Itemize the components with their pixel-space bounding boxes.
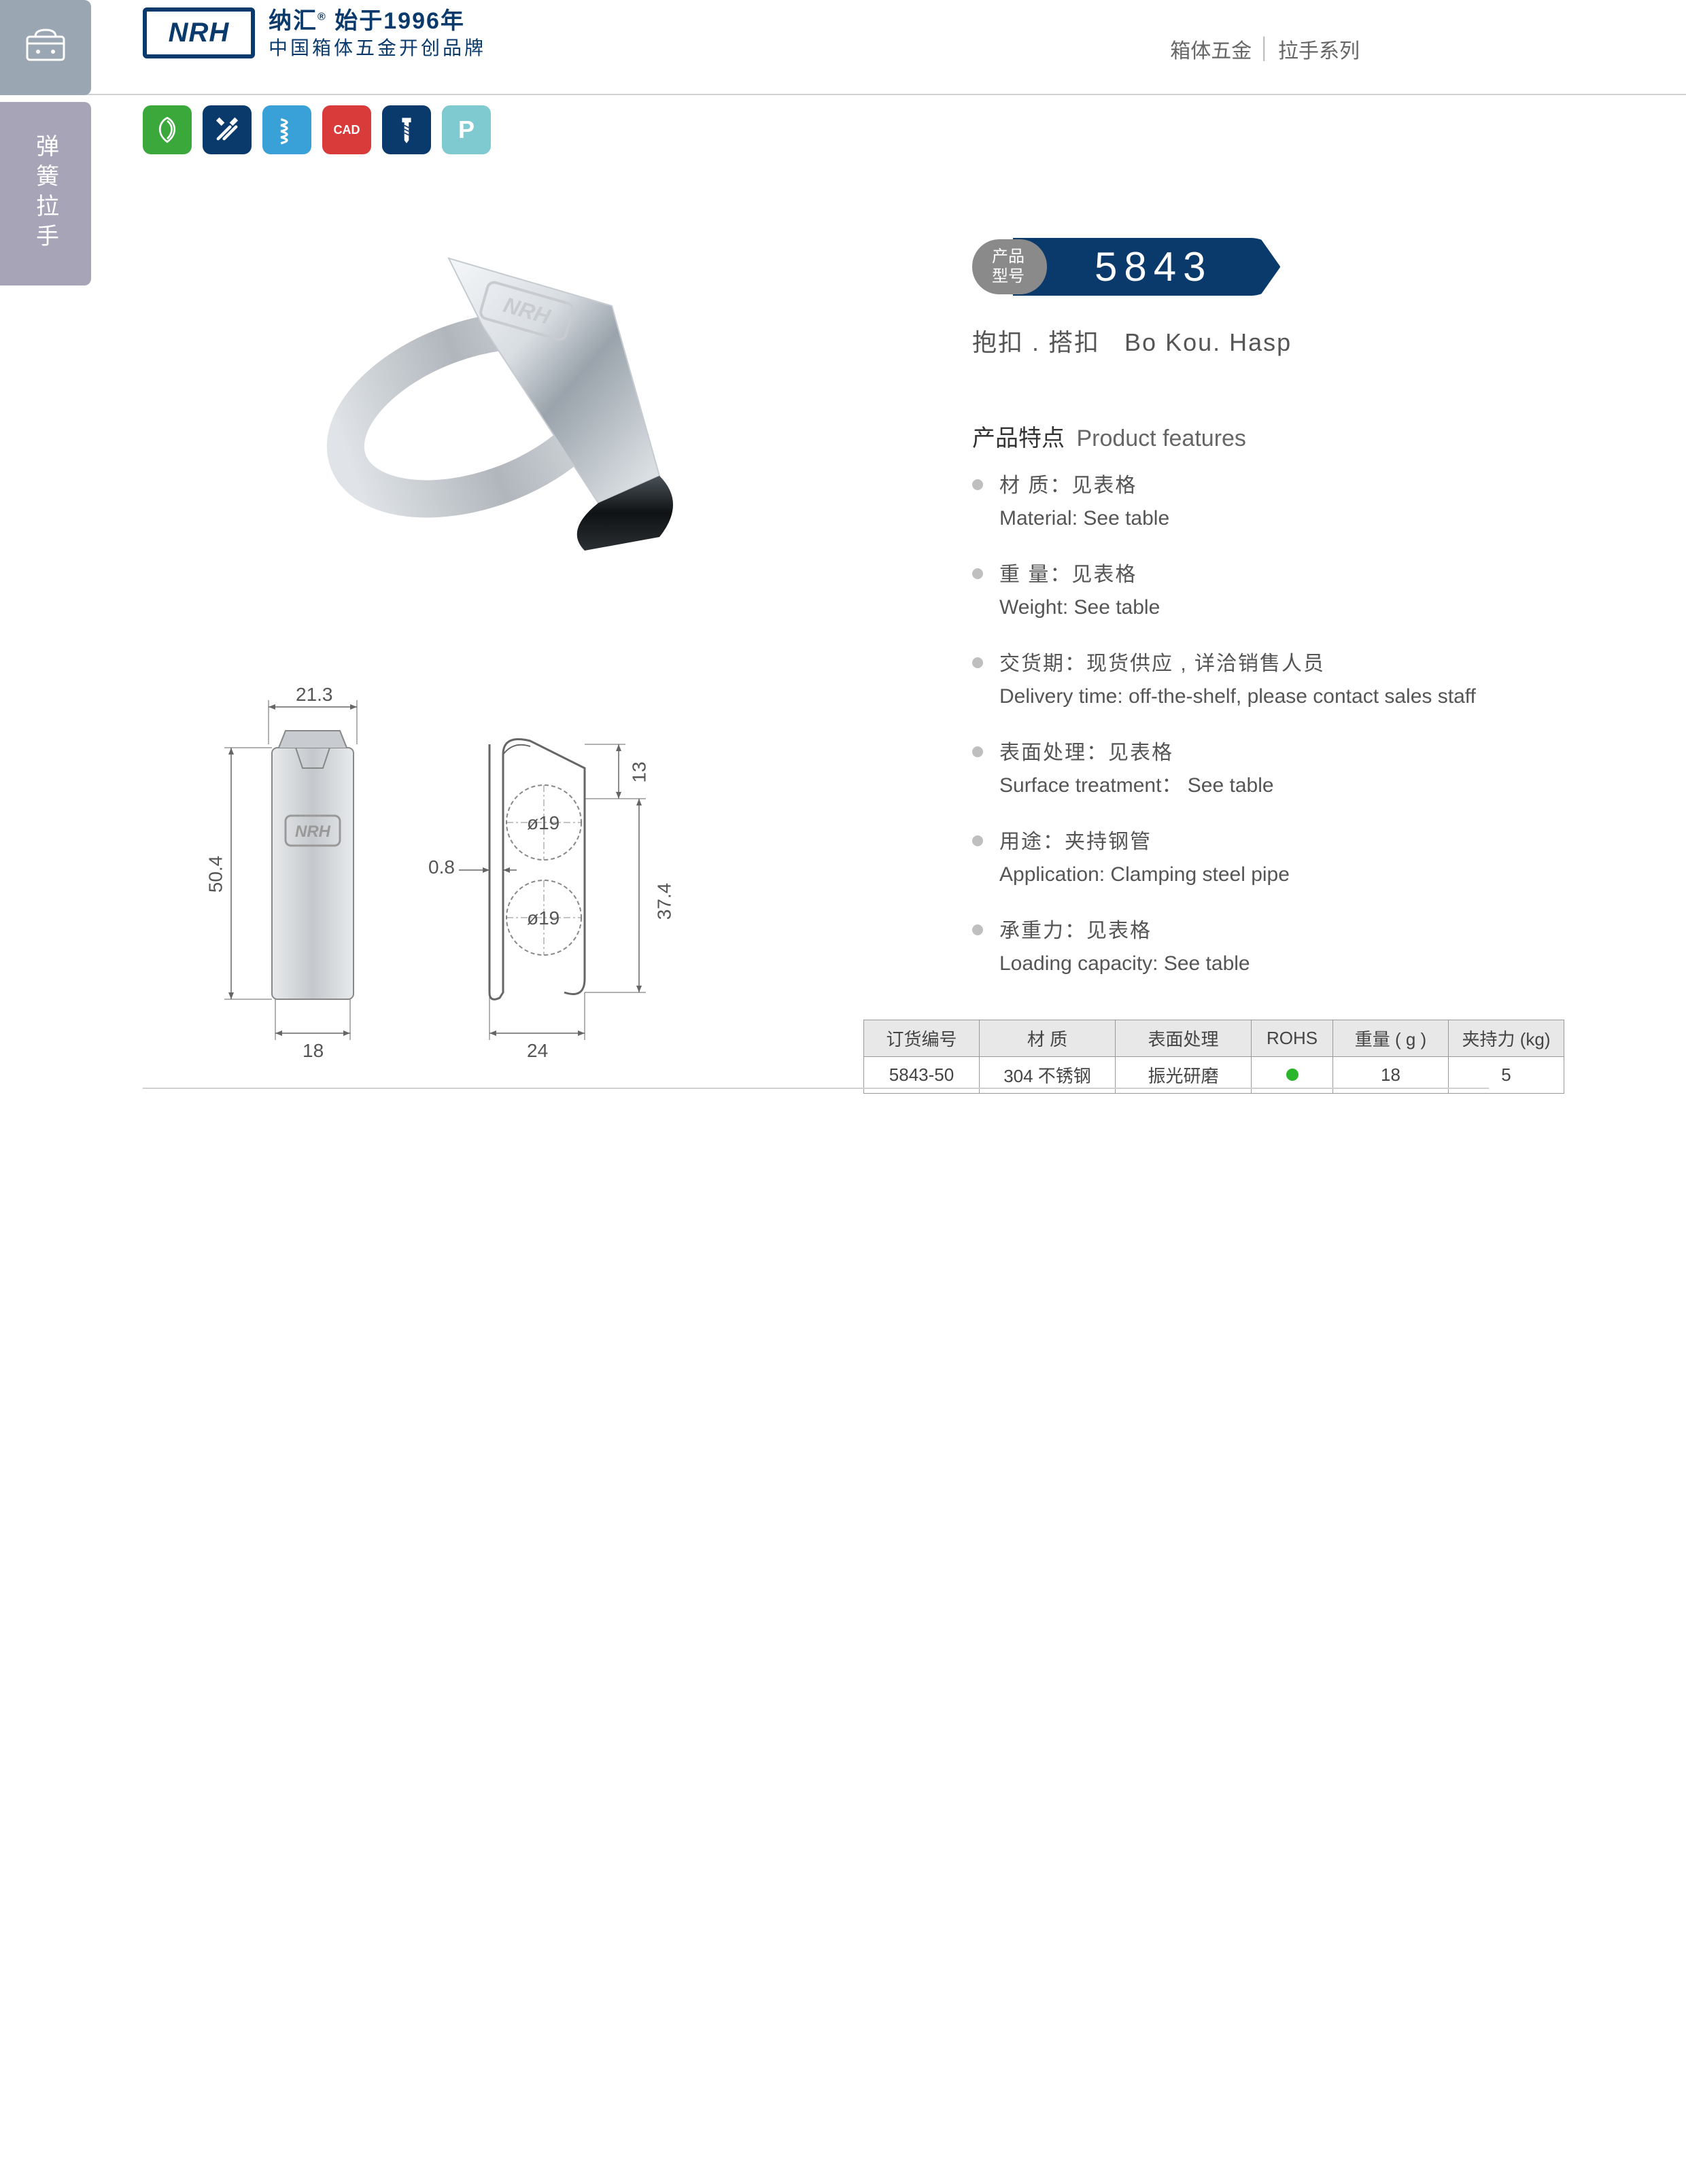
product-name-cn: 抱扣 . 搭扣: [972, 328, 1100, 356]
dim-left-height: 50.4: [205, 856, 226, 893]
feature-list: 材 质：见表格Material: See table 重 量：见表格Weight:…: [972, 470, 1516, 980]
feature-cn: 交货期：现货供应 , 详洽销售人员: [999, 648, 1516, 680]
feature-en: Loading capacity: See table: [999, 948, 1516, 980]
brand-name-cn: 纳汇: [269, 8, 317, 34]
table-header-cell: ROHS: [1252, 1020, 1333, 1057]
dim-dia2: ø19: [527, 907, 560, 929]
dim-bottom-left: 18: [303, 1040, 324, 1062]
table-header-cell: 材 质: [980, 1020, 1116, 1057]
dim-thickness: 0.8: [428, 856, 455, 878]
dim-right-top: 13: [629, 761, 651, 782]
technical-drawing: NRH: [204, 680, 680, 1088]
side-tab-label: 弹簧拉手: [0, 102, 91, 285]
feature-cn: 材 质：见表格: [999, 470, 1516, 502]
feature-en: Material: See table: [999, 502, 1516, 535]
feature-icon-row: CAD P: [143, 105, 491, 154]
category-main: 箱体五金: [1170, 34, 1252, 64]
model-label-line1: 产品: [992, 247, 1025, 266]
dim-right-full: 37.4: [653, 883, 675, 920]
product-render: NRH: [279, 218, 755, 598]
p-icon: P: [442, 105, 491, 154]
feature-en: Application: Clamping steel pipe: [999, 859, 1516, 891]
model-label: 产品 型号: [972, 239, 1047, 295]
feature-item: 重 量：见表格Weight: See table: [972, 559, 1516, 624]
custom-icon: [203, 105, 252, 154]
table-header-cell: 重量 ( g ): [1333, 1020, 1449, 1057]
dim-top-width: 21.3: [296, 684, 333, 706]
feature-cn: 表面处理：见表格: [999, 737, 1516, 769]
feature-item: 承重力：见表格Loading capacity: See table: [972, 915, 1516, 980]
table-header-cell: 订货编号: [864, 1020, 980, 1057]
dim-bottom-right: 24: [527, 1040, 548, 1062]
info-panel: 产品 型号 5843 抱扣 . 搭扣 Bo Kou. Hasp 产品特点 Pro…: [972, 238, 1516, 1004]
model-label-line2: 型号: [992, 267, 1025, 285]
bottom-divider: [143, 1088, 1489, 1089]
feature-en: Weight: See table: [999, 591, 1516, 624]
brand-slogan: 中国箱体五金开创品牌: [269, 36, 486, 60]
eco-icon: [143, 105, 192, 154]
model-badges: 产品 型号 5843: [972, 238, 1516, 296]
table-header-cell: 夹持力 (kg): [1449, 1020, 1564, 1057]
svg-text:NRH: NRH: [295, 822, 331, 841]
features-title: 产品特点 Product features: [972, 419, 1516, 453]
logo-text: 纳汇® 始于1996年 中国箱体五金开创品牌: [269, 7, 486, 60]
feature-item: 表面处理：见表格Surface treatment： See table: [972, 737, 1516, 802]
feature-en: Surface treatment： See table: [999, 769, 1516, 802]
category-sub: 拉手系列: [1278, 34, 1360, 64]
feature-cn: 承重力：见表格: [999, 915, 1516, 948]
rohs-dot-icon: [1286, 1069, 1298, 1081]
screw-icon: [382, 105, 431, 154]
table-header-row: 订货编号材 质表面处理ROHS重量 ( g )夹持力 (kg): [864, 1020, 1564, 1057]
brand-year: 始于1996年: [334, 8, 465, 34]
cad-icon: CAD: [322, 105, 371, 154]
spring-icon: [262, 105, 311, 154]
dim-dia1: ø19: [527, 812, 560, 834]
breadcrumb: 箱体五金 │ 拉手系列: [1170, 34, 1360, 64]
product-name: 抱扣 . 搭扣 Bo Kou. Hasp: [972, 323, 1516, 358]
feature-item: 交货期：现货供应 , 详洽销售人员Delivery time: off-the-…: [972, 648, 1516, 713]
feature-cn: 用途：夹持钢管: [999, 826, 1516, 859]
features-title-cn: 产品特点: [972, 426, 1065, 451]
spec-table: 订货编号材 质表面处理ROHS重量 ( g )夹持力 (kg)5843-5030…: [863, 1020, 1564, 1094]
box-icon: [22, 24, 69, 71]
table-header-cell: 表面处理: [1116, 1020, 1252, 1057]
page-header: NRH 纳汇® 始于1996年 中国箱体五金开创品牌 箱体五金 │ 拉手系列: [0, 0, 1686, 95]
registered-mark: ®: [317, 12, 327, 23]
logo-block: NRH 纳汇® 始于1996年 中国箱体五金开创品牌: [143, 7, 486, 60]
side-tab-icon: [0, 0, 91, 95]
side-tab-text: 弹簧拉手: [29, 134, 63, 254]
feature-en: Delivery time: off-the-shelf, please con…: [999, 680, 1516, 713]
product-name-en: Bo Kou. Hasp: [1124, 328, 1292, 356]
feature-item: 材 质：见表格Material: See table: [972, 470, 1516, 535]
logo-mark: NRH: [143, 7, 255, 58]
separator: │: [1258, 37, 1271, 60]
feature-cn: 重 量：见表格: [999, 559, 1516, 591]
features-title-en: Product features: [1076, 426, 1245, 451]
feature-item: 用途：夹持钢管Application: Clamping steel pipe: [972, 826, 1516, 891]
model-number: 5843: [1013, 238, 1280, 296]
